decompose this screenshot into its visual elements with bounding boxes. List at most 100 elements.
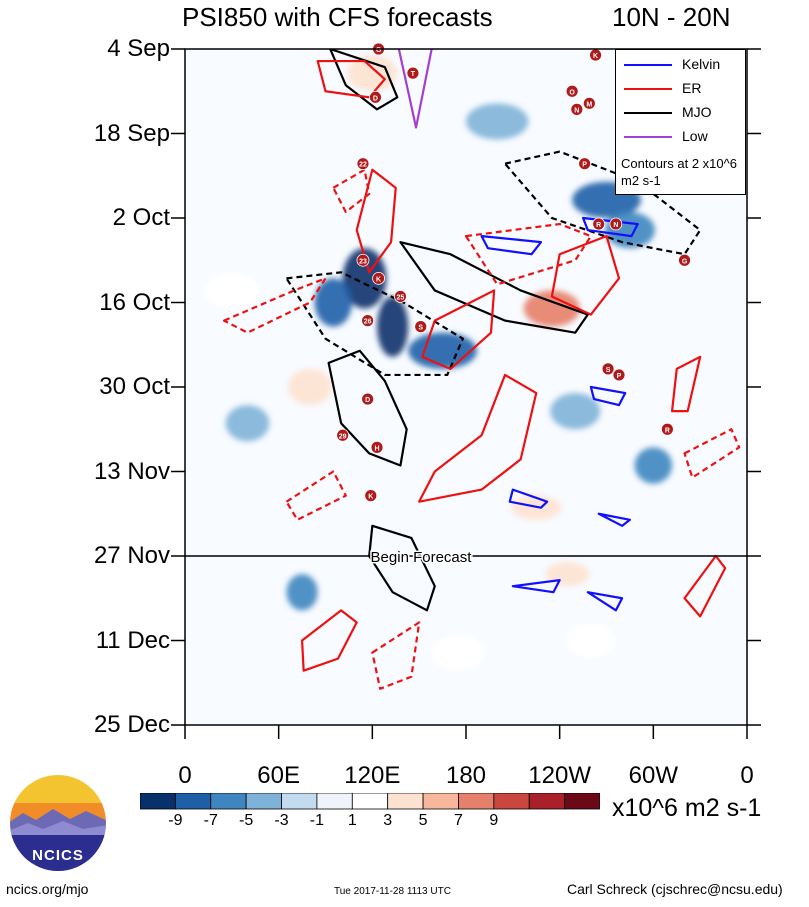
anomaly-blob xyxy=(288,368,332,406)
colorbar-tick-label: -3 xyxy=(274,812,289,829)
anomaly-blob xyxy=(466,103,529,140)
svg-text:D: D xyxy=(373,95,378,102)
anomaly-blob xyxy=(430,634,487,671)
contour-er xyxy=(355,168,397,274)
svg-text:T: T xyxy=(411,71,416,78)
svg-text:M: M xyxy=(586,101,592,108)
contour-er xyxy=(418,373,538,503)
contour-kelvin xyxy=(597,512,632,527)
contour-mjo xyxy=(329,49,399,111)
svg-text:G: G xyxy=(682,258,688,265)
anomaly-blob xyxy=(523,290,580,327)
colorbar-tick-label: 1 xyxy=(347,812,357,829)
x-tick-label: 0 xyxy=(740,762,754,789)
anomaly-blob xyxy=(314,278,353,327)
contour-er xyxy=(464,222,592,286)
contour-low xyxy=(397,49,433,129)
storm-marker: N xyxy=(570,102,584,116)
y-tick-label: 27 Nov xyxy=(93,542,170,569)
anomaly-blob xyxy=(377,296,409,357)
contour-mjo xyxy=(285,271,464,377)
legend-entry: Low xyxy=(616,126,747,148)
y-tick-label: 13 Nov xyxy=(93,457,170,485)
contour-er xyxy=(285,470,347,521)
svg-text:R: R xyxy=(596,222,601,229)
y-tick-label: 4 Sep xyxy=(107,35,170,62)
colorbar xyxy=(140,793,600,810)
svg-text:S: S xyxy=(606,367,611,374)
svg-text:N: N xyxy=(613,222,618,229)
svg-text:N: N xyxy=(574,107,579,114)
y-tick-label: 18 Sep xyxy=(93,119,170,147)
contour-er xyxy=(683,428,741,479)
contour-mjo xyxy=(327,349,408,467)
svg-text:K: K xyxy=(593,53,598,60)
footer-url[interactable]: ncics.org/mjo xyxy=(6,881,89,897)
region-label: 10N - 20N xyxy=(612,2,731,32)
colorbar-swatch xyxy=(210,793,247,810)
colorbar-swatch xyxy=(245,793,282,810)
storm-marker: O xyxy=(565,84,579,98)
storm-marker: 23 xyxy=(356,253,370,267)
contour-er xyxy=(316,59,386,99)
x-tick-label: 60E xyxy=(257,762,301,789)
contour-er xyxy=(421,289,496,370)
storm-marker: P xyxy=(578,157,592,171)
colorbar-units: x10^6 m2 s-1 xyxy=(612,794,762,822)
svg-text:25: 25 xyxy=(397,294,405,301)
y-tick-label: 25 Dec xyxy=(93,711,170,738)
colorbar-swatch xyxy=(422,793,459,810)
storm-marker: S xyxy=(414,320,428,334)
storm-marker: 25 xyxy=(394,290,407,303)
contour-er xyxy=(550,235,621,316)
colorbar-tick-label: 3 xyxy=(383,812,393,829)
contour-kelvin xyxy=(480,235,543,256)
contour-kelvin xyxy=(589,385,627,407)
colorbar-swatch xyxy=(493,793,530,810)
y-tick-label: 16 Oct xyxy=(99,288,170,316)
svg-text:26: 26 xyxy=(364,319,372,326)
svg-text:D: D xyxy=(365,397,370,404)
anomaly-blob xyxy=(225,405,270,442)
forecast-start-label: Begin Forecast xyxy=(371,549,473,566)
logo-text: NCICS xyxy=(32,847,84,864)
colorbar-tick-label: -1 xyxy=(309,812,325,829)
colorbar-swatch xyxy=(316,793,353,810)
storm-marker: K xyxy=(589,48,602,62)
storm-marker: H xyxy=(370,440,384,454)
contour-er xyxy=(222,277,327,334)
colorbar-swatch xyxy=(528,793,566,810)
svg-text:K: K xyxy=(368,494,373,501)
legend-entry: MJO xyxy=(616,102,747,124)
contour-kelvin xyxy=(508,488,549,509)
anomaly-blob xyxy=(347,55,398,92)
anomaly-blob xyxy=(550,393,601,430)
legend-swatch xyxy=(624,64,672,66)
svg-text:O: O xyxy=(569,89,575,96)
svg-text:H: H xyxy=(374,445,379,452)
colorbar-tick-label: -9 xyxy=(168,812,183,829)
contour-er xyxy=(670,355,702,413)
storm-marker: T xyxy=(406,66,420,80)
contour-er xyxy=(300,609,358,672)
legend-label: Low xyxy=(682,128,708,144)
storm-marker: 22 xyxy=(356,157,370,171)
anomaly-blob xyxy=(286,574,318,611)
colorbar-swatch xyxy=(351,793,389,810)
y-tick-label: 11 Dec xyxy=(95,626,170,654)
x-tick-label: 0 xyxy=(178,762,192,789)
legend-label: MJO xyxy=(682,104,712,120)
svg-text:23: 23 xyxy=(359,258,367,265)
colorbar-tick-label: 9 xyxy=(489,812,499,829)
storm-marker: K xyxy=(372,271,385,285)
colorbar-tick-label: 5 xyxy=(418,812,428,829)
svg-text:22: 22 xyxy=(359,162,367,169)
legend-swatch xyxy=(624,136,672,138)
colorbar-swatch xyxy=(564,793,600,810)
legend-label: Kelvin xyxy=(682,56,721,72)
contour-er xyxy=(683,554,727,618)
colorbar-swatch xyxy=(387,793,424,810)
x-tick-label: 120W xyxy=(528,762,592,789)
storm-marker: R xyxy=(660,422,674,436)
contour-er xyxy=(332,168,371,214)
